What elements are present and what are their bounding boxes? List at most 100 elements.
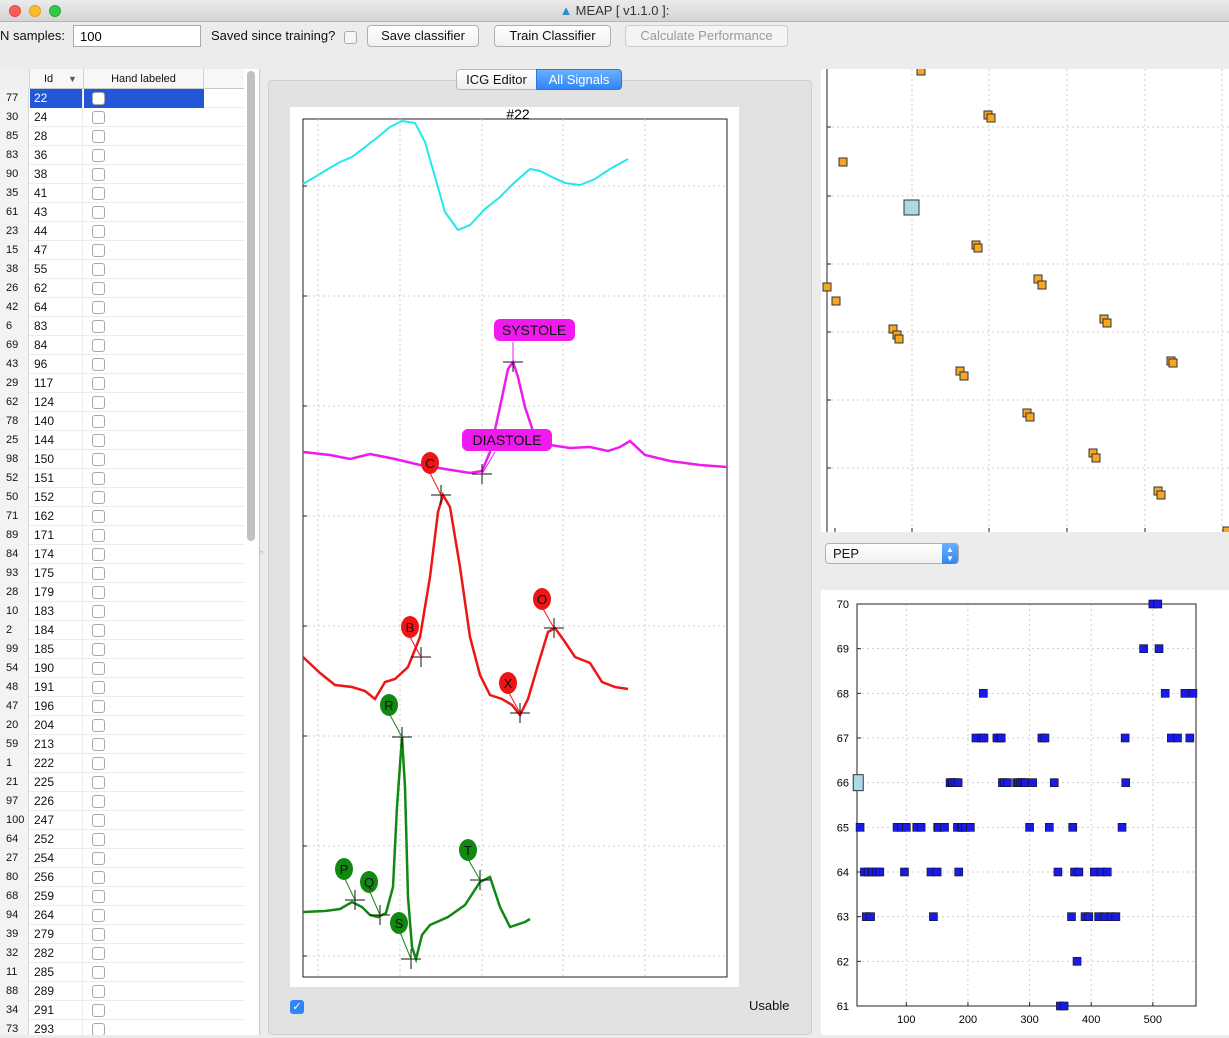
table-row[interactable]: 100 247 xyxy=(0,811,244,830)
table-row[interactable]: 27 254 xyxy=(0,849,244,868)
hand-labeled-checkbox[interactable] xyxy=(92,472,105,485)
table-row[interactable]: 50 152 xyxy=(0,488,244,507)
hand-labeled-checkbox[interactable] xyxy=(92,871,105,884)
splitter-handle[interactable]: ○ xyxy=(259,548,264,557)
c-point-label[interactable]: C xyxy=(421,452,439,474)
hand-labeled-checkbox[interactable] xyxy=(92,1004,105,1017)
save-classifier-button[interactable]: Save classifier xyxy=(367,25,479,47)
table-row[interactable]: 26 62 xyxy=(0,279,244,298)
table-row[interactable]: 42 64 xyxy=(0,298,244,317)
classifier-scatter-plot[interactable] xyxy=(821,66,1229,536)
table-row[interactable]: 28 179 xyxy=(0,583,244,602)
table-row[interactable]: 85 28 xyxy=(0,127,244,146)
table-row[interactable]: 38 55 xyxy=(0,260,244,279)
hand-labeled-checkbox[interactable] xyxy=(92,263,105,276)
hand-labeled-checkbox[interactable] xyxy=(92,985,105,998)
table-row[interactable]: 10 183 xyxy=(0,602,244,621)
hand-labeled-checkbox[interactable] xyxy=(92,1023,105,1035)
all-signals-plot[interactable]: #22 xyxy=(290,106,739,987)
table-row[interactable]: 39 279 xyxy=(0,925,244,944)
t-point-label[interactable]: T xyxy=(459,839,477,861)
table-row[interactable]: 64 252 xyxy=(0,830,244,849)
o-point-label[interactable]: O xyxy=(533,588,551,610)
b-point-label[interactable]: B xyxy=(401,616,419,638)
table-row[interactable]: 48 191 xyxy=(0,678,244,697)
table-row[interactable]: 34 291 xyxy=(0,1001,244,1020)
hand-labeled-checkbox[interactable] xyxy=(92,244,105,257)
table-row[interactable]: 84 174 xyxy=(0,545,244,564)
hand-labeled-checkbox[interactable] xyxy=(92,529,105,542)
diastole-label[interactable]: DIASTOLE xyxy=(462,429,552,451)
n-samples-input[interactable] xyxy=(73,25,201,47)
calculate-performance-button[interactable]: Calculate Performance xyxy=(625,25,788,47)
hand-labeled-checkbox[interactable] xyxy=(92,909,105,922)
hand-labeled-checkbox[interactable] xyxy=(92,890,105,903)
hand-labeled-checkbox[interactable] xyxy=(92,700,105,713)
table-row[interactable]: 93 175 xyxy=(0,564,244,583)
hand-labeled-checkbox[interactable] xyxy=(92,168,105,181)
hand-labeled-checkbox[interactable] xyxy=(92,206,105,219)
table-row[interactable]: 68 259 xyxy=(0,887,244,906)
table-row[interactable]: 69 84 xyxy=(0,336,244,355)
table-row[interactable]: 89 171 xyxy=(0,526,244,545)
hand-labeled-checkbox[interactable] xyxy=(92,225,105,238)
table-row[interactable]: 30 24 xyxy=(0,108,244,127)
tab-icg-editor[interactable]: ICG Editor xyxy=(456,69,537,90)
maximize-window-button[interactable] xyxy=(49,5,61,17)
table-row[interactable]: 99 185 xyxy=(0,640,244,659)
hand-labeled-checkbox[interactable] xyxy=(92,681,105,694)
metric-select[interactable]: PEP ▲ ▼ xyxy=(825,543,959,564)
table-row[interactable]: 35 41 xyxy=(0,184,244,203)
table-row[interactable]: 25 144 xyxy=(0,431,244,450)
q-point-label[interactable]: Q xyxy=(360,871,378,893)
table-row[interactable]: 59 213 xyxy=(0,735,244,754)
hand-labeled-checkbox[interactable] xyxy=(92,928,105,941)
hand-labeled-checkbox[interactable] xyxy=(92,453,105,466)
hand-labeled-checkbox[interactable] xyxy=(92,358,105,371)
table-row[interactable]: 52 151 xyxy=(0,469,244,488)
hand-labeled-checkbox[interactable] xyxy=(92,567,105,580)
systole-label[interactable]: SYSTOLE xyxy=(494,319,575,341)
hand-labeled-checkbox[interactable] xyxy=(92,434,105,447)
hand-labeled-checkbox[interactable] xyxy=(92,510,105,523)
hand-labeled-checkbox[interactable] xyxy=(92,339,105,352)
table-row[interactable]: 43 96 xyxy=(0,355,244,374)
tab-all-signals[interactable]: All Signals xyxy=(536,69,622,90)
s-point-label[interactable]: S xyxy=(390,912,408,934)
hand-labeled-checkbox[interactable] xyxy=(92,947,105,960)
table-row[interactable]: 98 150 xyxy=(0,450,244,469)
table-scrollbar[interactable] xyxy=(247,71,255,541)
table-row[interactable]: 2 184 xyxy=(0,621,244,640)
hand-labeled-checkbox[interactable] xyxy=(92,719,105,732)
hand-labeled-checkbox[interactable] xyxy=(92,852,105,865)
hand-labeled-checkbox[interactable] xyxy=(92,605,105,618)
table-row[interactable]: 61 43 xyxy=(0,203,244,222)
minimize-window-button[interactable] xyxy=(29,5,41,17)
hand-labeled-checkbox[interactable] xyxy=(92,643,105,656)
pep-chart[interactable]: 100 200 300 400 500 61 62 63 64 65 66 67 68 69 70 xyxy=(821,590,1229,1035)
table-row[interactable]: 77 22 xyxy=(0,89,244,108)
table-row[interactable]: 11 285 xyxy=(0,963,244,982)
hand-labeled-checkbox[interactable] xyxy=(92,757,105,770)
hand-labeled-checkbox[interactable] xyxy=(92,130,105,143)
table-row[interactable]: 73 293 xyxy=(0,1020,244,1035)
table-row[interactable]: 54 190 xyxy=(0,659,244,678)
table-row[interactable]: 97 226 xyxy=(0,792,244,811)
hand-labeled-checkbox[interactable] xyxy=(92,187,105,200)
hand-labeled-checkbox[interactable] xyxy=(92,282,105,295)
table-row[interactable]: 1 222 xyxy=(0,754,244,773)
table-row[interactable]: 20 204 xyxy=(0,716,244,735)
table-row[interactable]: 94 264 xyxy=(0,906,244,925)
id-column-header[interactable]: Id ▼ xyxy=(30,69,84,89)
hand-labeled-checkbox[interactable] xyxy=(92,491,105,504)
hand-labeled-checkbox[interactable] xyxy=(92,586,105,599)
hand-labeled-checkbox[interactable] xyxy=(92,301,105,314)
train-classifier-button[interactable]: Train Classifier xyxy=(494,25,611,47)
table-row[interactable]: 47 196 xyxy=(0,697,244,716)
hand-labeled-checkbox[interactable] xyxy=(92,966,105,979)
table-row[interactable]: 32 282 xyxy=(0,944,244,963)
hand-labeled-column-header[interactable]: Hand labeled xyxy=(84,69,204,89)
hand-labeled-checkbox[interactable] xyxy=(92,92,105,105)
hand-labeled-checkbox[interactable] xyxy=(92,624,105,637)
hand-labeled-checkbox[interactable] xyxy=(92,415,105,428)
